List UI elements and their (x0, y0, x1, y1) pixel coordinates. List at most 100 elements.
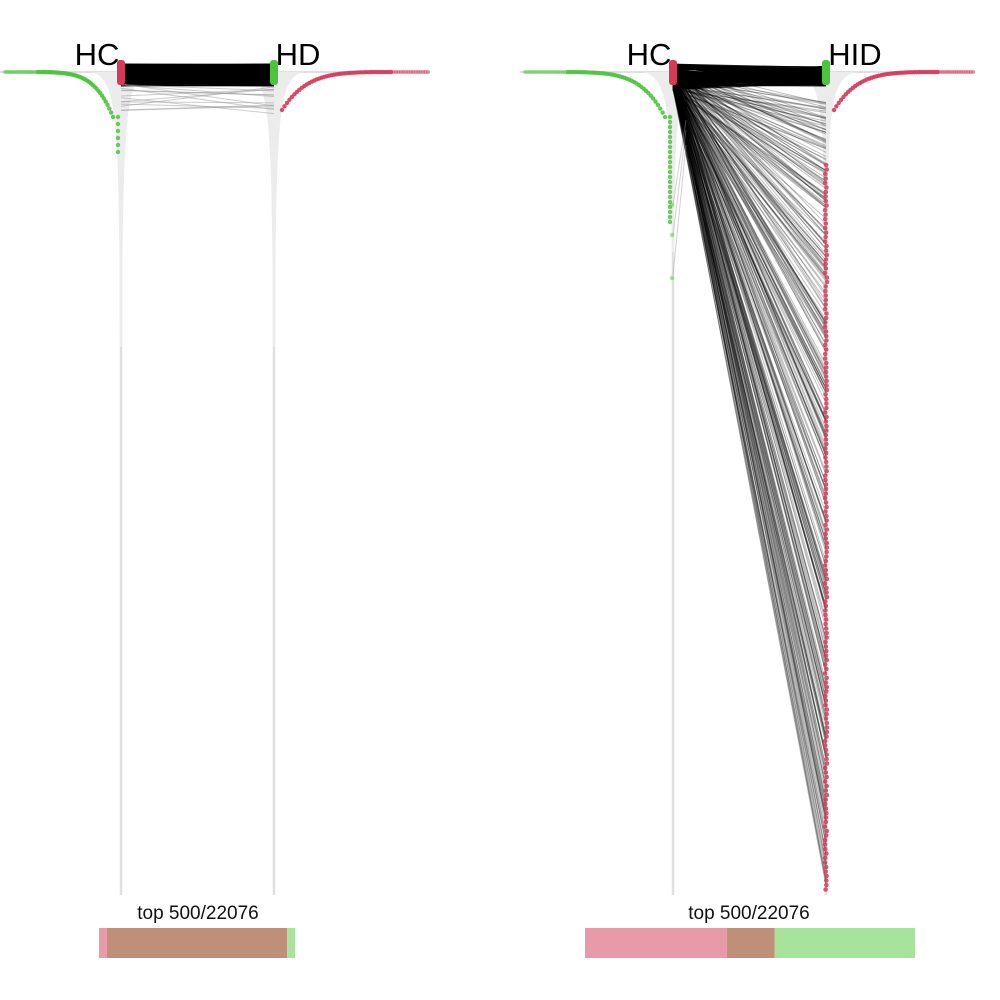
connection-line (672, 87, 827, 398)
connection-line (672, 144, 687, 276)
connection-line (672, 69, 827, 420)
rank-point (525, 69, 530, 75)
rank-point (824, 428, 829, 433)
connection-line (672, 78, 827, 165)
rank-point (824, 279, 830, 285)
overlap-bar (99, 928, 296, 958)
rank-point (667, 174, 673, 180)
rank-point (824, 666, 829, 672)
rank-point (556, 69, 561, 75)
connection-line (672, 79, 827, 541)
overlap-bar-left-only (99, 928, 107, 958)
connection-line (672, 75, 827, 386)
connection-line (672, 75, 827, 84)
rank-point (822, 855, 828, 861)
rank-point (824, 518, 830, 523)
rank-point (823, 473, 828, 478)
connection-line (672, 82, 827, 265)
rank-point (284, 100, 290, 106)
rank-point (935, 69, 940, 75)
connection-line (672, 87, 827, 490)
rank-point (667, 119, 673, 125)
connection-line (672, 119, 687, 206)
rank-point (824, 405, 829, 411)
connection-line (672, 78, 827, 230)
rank-point (30, 69, 35, 75)
connection-line (672, 81, 827, 721)
connection-line (672, 88, 827, 846)
rank-point (823, 869, 829, 874)
rank-point (393, 69, 399, 75)
rank-point (824, 527, 830, 532)
right-top-marker (822, 60, 830, 85)
rank-point (823, 234, 828, 240)
rank-point (824, 594, 830, 600)
rank-point (823, 392, 828, 397)
rank-point (824, 878, 829, 883)
overlap-bar-shared (106, 928, 288, 958)
connection-line (672, 64, 827, 881)
connection-line (672, 81, 827, 280)
connection-line (672, 76, 827, 611)
connection-line (672, 80, 827, 104)
connection-line (672, 65, 827, 80)
rank-point (824, 630, 829, 636)
connection-line (672, 88, 827, 598)
connection-line (672, 89, 827, 150)
rank-point (548, 69, 554, 75)
connection-line (672, 74, 827, 884)
connection-line (672, 67, 827, 328)
rank-point (823, 293, 828, 298)
rank-point (667, 144, 673, 150)
connection-line (672, 86, 827, 287)
connection-line (672, 79, 827, 769)
rank-point (822, 410, 828, 415)
connection-line (672, 76, 827, 245)
rank-point (823, 329, 829, 334)
rank-point (11, 69, 17, 75)
connection-line (672, 76, 827, 189)
rank-point (824, 414, 829, 420)
rank-point (823, 572, 829, 577)
connection-line (672, 70, 827, 447)
rank-point (824, 513, 829, 519)
connection-line (672, 76, 827, 310)
rank-point (823, 230, 829, 235)
connection-line (672, 72, 827, 641)
rank-point (822, 324, 828, 330)
rank-point (824, 468, 829, 474)
connection-line (672, 85, 827, 758)
rank-point (824, 851, 829, 856)
connection-line (672, 69, 827, 245)
connection-line (672, 68, 827, 438)
rank-point (667, 129, 673, 135)
connection-line (672, 87, 827, 436)
connection-line (672, 76, 827, 620)
connection-line (672, 73, 827, 811)
connection-line (672, 68, 827, 325)
connection-line (672, 83, 827, 701)
connection-line (120, 101, 275, 104)
rank-point (823, 360, 829, 366)
connection-line (672, 129, 687, 236)
connection-line (672, 87, 827, 321)
rank-point (823, 347, 829, 352)
connection-line (672, 85, 827, 842)
rank-point (667, 164, 673, 170)
connection-line (672, 68, 827, 613)
rank-point (824, 383, 829, 388)
connection-line (672, 70, 827, 601)
rank-point (824, 734, 829, 739)
rank-point (823, 432, 829, 438)
right-label: HID (828, 37, 881, 72)
rank-point (667, 169, 673, 175)
rank-point (824, 756, 829, 762)
connection-line (672, 83, 827, 567)
connection-line (672, 75, 827, 338)
connection-line (672, 75, 827, 166)
rank-point (824, 792, 830, 798)
rank-point (823, 189, 829, 195)
right-rank-fan (244, 72, 304, 347)
rank-point (115, 114, 121, 120)
connection-line (672, 74, 827, 414)
